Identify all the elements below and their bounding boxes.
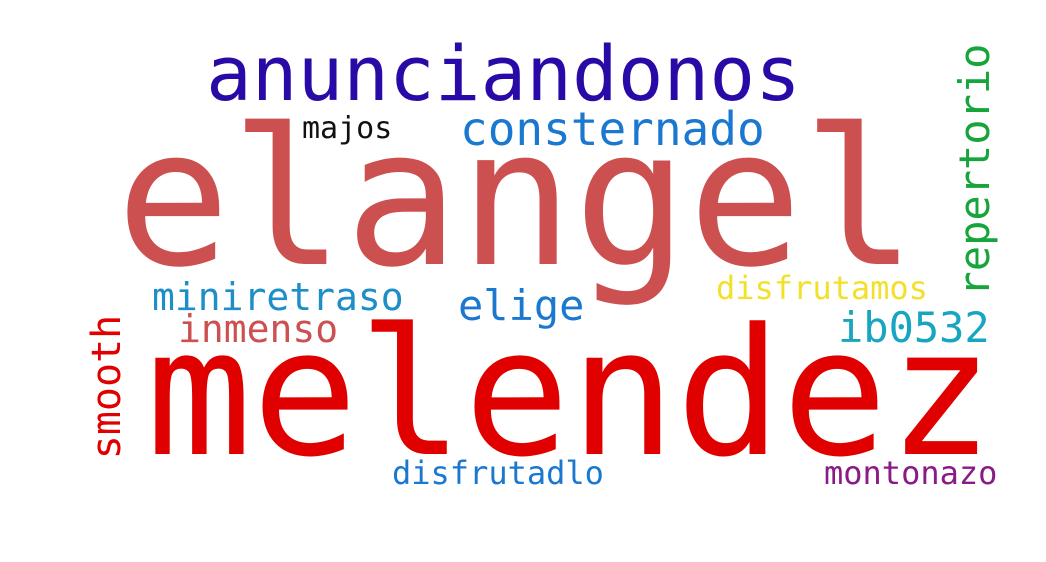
word-ib0532: ib0532 <box>838 303 990 352</box>
word-melendez: melendez <box>146 291 994 496</box>
word-inmenso: inmenso <box>178 307 339 351</box>
word-repertorio: repertorio <box>950 43 999 297</box>
word-elangel: elangel <box>116 88 917 309</box>
word-disfrutadlo: disfrutadlo <box>392 454 604 492</box>
word-majos: majos <box>302 111 393 146</box>
word-consternado: consternado <box>460 102 765 156</box>
word-miniretraso: miniretraso <box>152 275 404 319</box>
word-montonazo: montonazo <box>824 454 998 492</box>
word-smooth: smooth <box>84 314 130 460</box>
word-disfrutamos: disfrutamos <box>716 269 928 307</box>
word-elige: elige <box>458 281 585 330</box>
word-anunciandonos: anunciandonos <box>206 29 801 118</box>
